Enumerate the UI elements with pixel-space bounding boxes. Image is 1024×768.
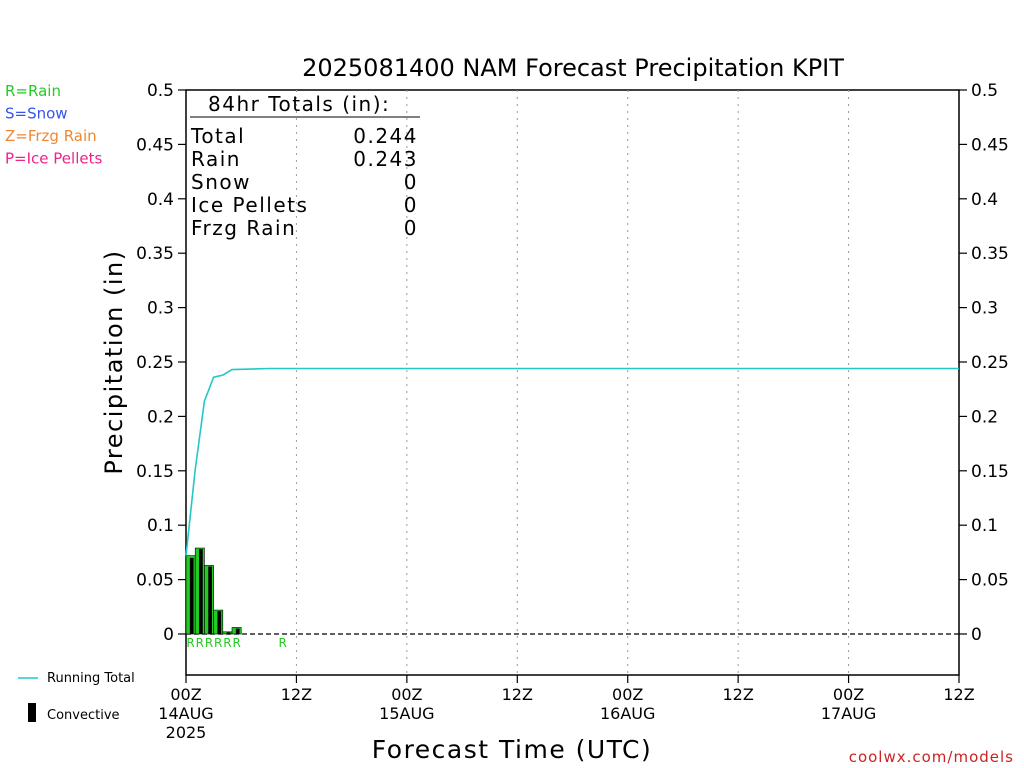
x-axis-label: Forecast Time (UTC) bbox=[372, 735, 652, 764]
y-tick-label-left: 0.2 bbox=[147, 407, 174, 427]
precip-type-marker: R bbox=[205, 636, 213, 650]
precip-type-legend-item: R=Rain bbox=[5, 82, 61, 100]
x-tick-label: 12Z bbox=[502, 685, 533, 704]
precip-type-marker: R bbox=[223, 636, 231, 650]
convective-bar bbox=[226, 632, 231, 634]
y-tick-label-right: 0.2 bbox=[971, 407, 998, 427]
x-tick-label: 15AUG bbox=[379, 704, 434, 723]
x-tick-label: 12Z bbox=[722, 685, 753, 704]
y-tick-label-right: 0.25 bbox=[971, 353, 1009, 373]
watermark: coolwx.com/models bbox=[849, 748, 1014, 766]
totals-header: 84hr Totals (in): bbox=[208, 92, 390, 116]
totals-row-value: 0 bbox=[404, 170, 418, 194]
convective-bar bbox=[189, 557, 194, 634]
y-tick-label-left: 0.35 bbox=[136, 244, 174, 264]
running-total-legend-label: Running Total bbox=[47, 671, 135, 686]
y-tick-label-right: 0.05 bbox=[971, 571, 1009, 591]
grid-lines bbox=[295, 90, 850, 675]
hourly-bars bbox=[185, 547, 242, 635]
totals-row-value: 0.244 bbox=[353, 124, 418, 148]
convective-legend-label: Convective bbox=[47, 708, 120, 723]
y-axis-left: 0 0.05 0.1 0.15 0.2 0.25 0.3 0.35 0.4 0.45 0.5 bbox=[136, 81, 186, 645]
x-tick-label: 16AUG bbox=[600, 704, 655, 723]
precip-type-legend-item: Z=Frzg Rain bbox=[5, 127, 97, 145]
y-tick-label-right: 0.3 bbox=[971, 299, 998, 319]
x-tick-label: 00Z bbox=[612, 685, 643, 704]
precip-type-marker: R bbox=[232, 636, 240, 650]
totals-row-value: 0.243 bbox=[353, 147, 418, 171]
y-axis-right: 0 0.05 0.1 0.15 0.2 0.25 0.3 0.35 0.4 0.45 0.5 bbox=[959, 81, 1009, 645]
convective-bar bbox=[199, 549, 203, 634]
totals-row-value: 0 bbox=[404, 193, 418, 217]
y-tick-label-right: 0.5 bbox=[971, 81, 998, 101]
y-tick-label-left: 0.5 bbox=[147, 81, 174, 101]
totals-row-label: Total bbox=[190, 124, 245, 148]
y-tick-label-right: 0 bbox=[971, 625, 982, 645]
y-tick-label-left: 0 bbox=[163, 625, 174, 645]
totals-row-label: Ice Pellets bbox=[191, 193, 308, 217]
convective-bar bbox=[217, 611, 222, 634]
precip-type-marker: R bbox=[186, 636, 194, 650]
y-tick-label-right: 0.1 bbox=[971, 516, 998, 536]
y-axis-label: Precipitation (in) bbox=[100, 249, 128, 474]
x-tick-label: 12Z bbox=[943, 685, 974, 704]
x-tick-label: 17AUG bbox=[821, 704, 876, 723]
x-tick-label: 14AUG bbox=[158, 704, 213, 723]
y-tick-label-right: 0.4 bbox=[971, 190, 998, 210]
plot-frame bbox=[185, 89, 960, 676]
precip-type-marker: R bbox=[196, 636, 204, 650]
precip-type-legend: R=Rain S=Snow Z=Frzg Rain P=Ice Pellets bbox=[5, 82, 102, 168]
precip-type-legend-item: S=Snow bbox=[5, 105, 68, 123]
totals-box: 84hr Totals (in): Total 0.244 Rain 0.243 Sno… bbox=[190, 92, 420, 240]
totals-row-label: Rain bbox=[191, 147, 241, 171]
precip-type-marker: R bbox=[278, 636, 286, 650]
x-tick-label: 00Z bbox=[170, 685, 201, 704]
convective-swatch bbox=[28, 703, 36, 722]
convective-bar bbox=[235, 628, 240, 634]
y-tick-label-left: 0.05 bbox=[136, 571, 174, 591]
precip-type-marker: R bbox=[214, 636, 222, 650]
totals-row-label: Snow bbox=[191, 170, 251, 194]
chart-title: 2025081400 NAM Forecast Precipitation KP… bbox=[302, 54, 844, 82]
x-tick-label: 12Z bbox=[281, 685, 312, 704]
y-tick-label-left: 0.1 bbox=[147, 516, 174, 536]
y-tick-label-left: 0.15 bbox=[136, 462, 174, 482]
running-total-line bbox=[185, 367, 959, 556]
totals-row-label: Frzg Rain bbox=[191, 216, 296, 240]
precip-type-legend-item: P=Ice Pellets bbox=[5, 150, 102, 168]
y-tick-label-left: 0.45 bbox=[136, 135, 174, 155]
y-tick-label-right: 0.45 bbox=[971, 135, 1009, 155]
y-tick-label-right: 0.35 bbox=[971, 244, 1009, 264]
totals-row-value: 0 bbox=[404, 216, 418, 240]
y-tick-label-left: 0.3 bbox=[147, 299, 174, 319]
y-tick-label-left: 0.4 bbox=[147, 190, 174, 210]
convective-bar bbox=[208, 566, 212, 634]
x-tick-label: 00Z bbox=[391, 685, 422, 704]
y-tick-label-right: 0.15 bbox=[971, 462, 1009, 482]
x-tick-label: 00Z bbox=[833, 685, 864, 704]
y-tick-label-left: 0.25 bbox=[136, 353, 174, 373]
x-tick-label: 2025 bbox=[166, 723, 207, 742]
